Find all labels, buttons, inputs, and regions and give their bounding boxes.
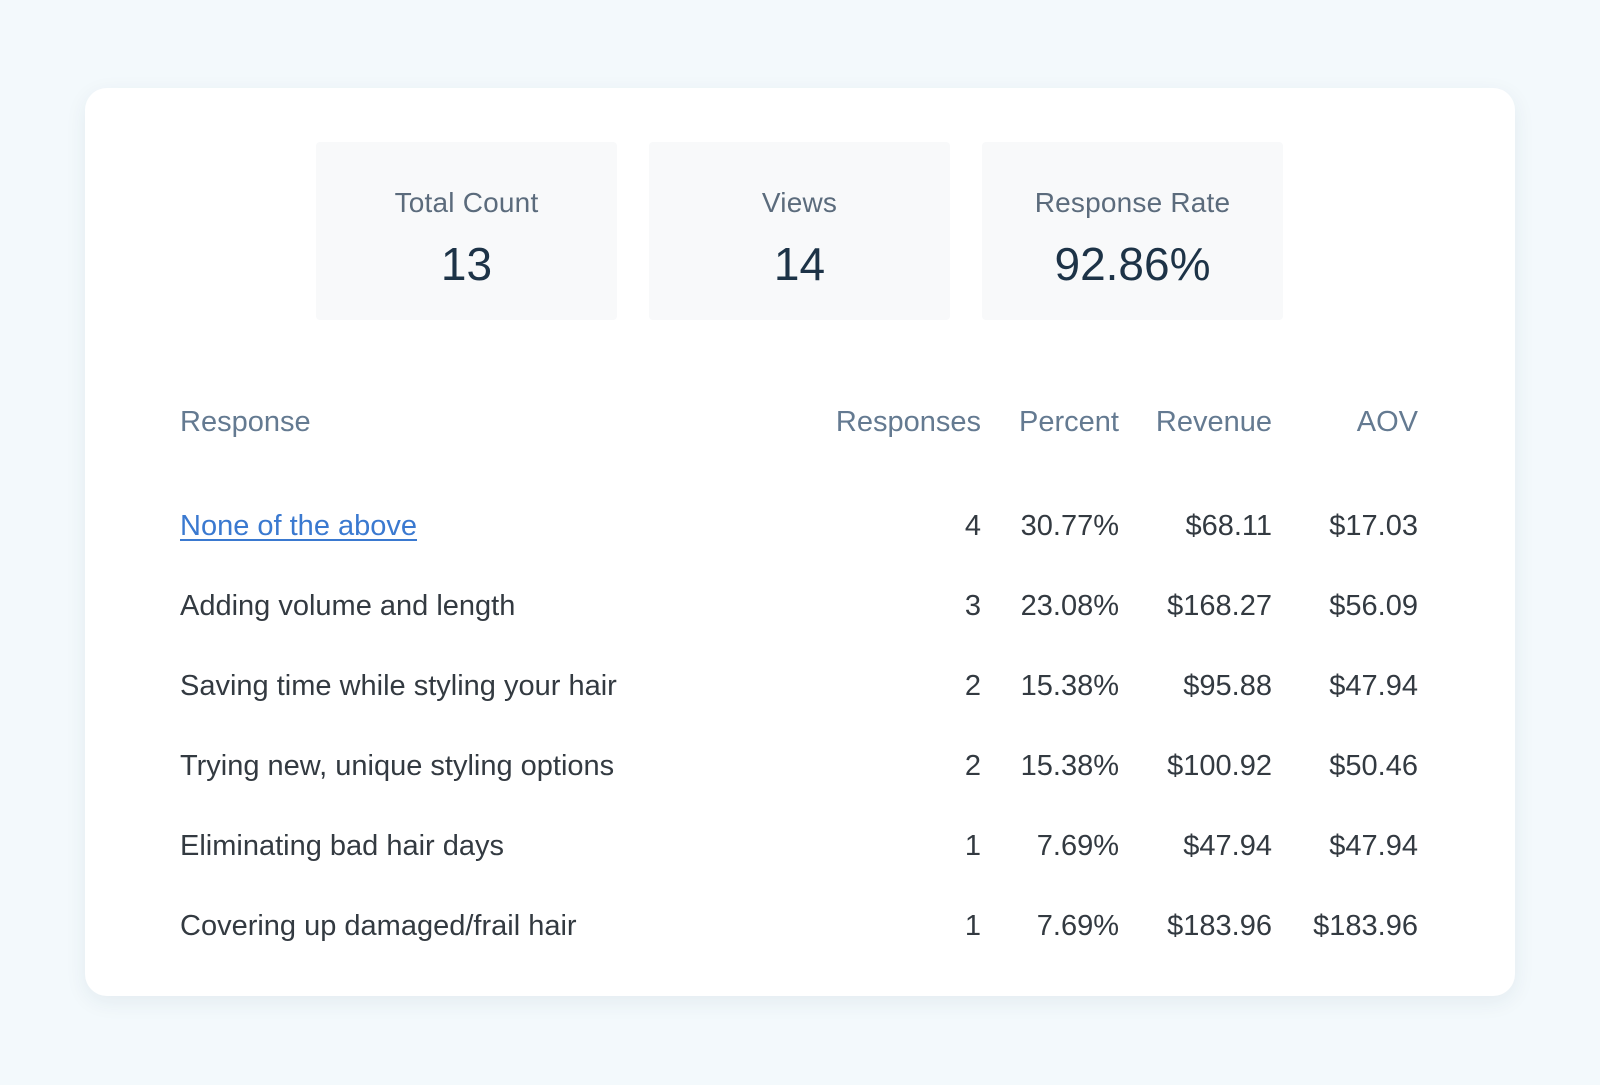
cell-percent: 15.38% xyxy=(1020,749,1119,782)
stat-value: 13 xyxy=(440,238,493,290)
cell-percent: 7.69% xyxy=(1036,909,1119,942)
table-row: Adding volume and length 3 23.08% $168.2… xyxy=(180,566,1418,646)
stat-label: Views xyxy=(761,187,838,218)
cell-aov: $183.96 xyxy=(1313,909,1418,942)
cell-count: 2 xyxy=(964,749,981,782)
cell-aov: $56.09 xyxy=(1329,589,1418,622)
table-row: Trying new, unique styling options 2 15.… xyxy=(180,726,1418,806)
cell-count: 2 xyxy=(964,669,981,702)
table-row: Saving time while styling your hair 2 15… xyxy=(180,646,1418,726)
table-row: None of the above 4 30.77% $68.11 $17.03 xyxy=(180,466,1418,566)
cell-response: Saving time while styling your hair xyxy=(180,669,617,702)
response-link-none-of-the-above[interactable]: None of the above xyxy=(180,509,418,542)
table-row: Eliminating bad hair days 1 7.69% $47.94… xyxy=(180,806,1418,886)
cell-count: 3 xyxy=(964,589,981,622)
cell-response: Eliminating bad hair days xyxy=(180,829,505,862)
table-row: Covering up damaged/frail hair 1 7.69% $… xyxy=(180,886,1418,966)
cell-aov: $47.94 xyxy=(1329,829,1418,862)
table-header-row: Response Responses Percent Revenue AOV xyxy=(180,378,1418,466)
cell-aov: $17.03 xyxy=(1329,509,1418,542)
stat-response-rate: Response Rate 92.86% xyxy=(982,142,1283,320)
responses-table: Response Responses Percent Revenue AOV N… xyxy=(180,378,1418,966)
cell-response: Adding volume and length xyxy=(180,589,516,622)
cell-revenue: $68.11 xyxy=(1185,509,1272,542)
cell-response: Covering up damaged/frail hair xyxy=(180,909,577,942)
stat-label: Response Rate xyxy=(1034,187,1231,218)
cell-percent: 7.69% xyxy=(1036,829,1119,862)
survey-results-card: Total Count 13 Views 14 Response Rate 92… xyxy=(85,88,1515,996)
cell-aov: $50.46 xyxy=(1329,749,1418,782)
header-percent: Percent xyxy=(1019,405,1119,438)
cell-aov: $47.94 xyxy=(1329,669,1418,702)
header-revenue: Revenue xyxy=(1155,405,1272,438)
cell-response: Trying new, unique styling options xyxy=(180,749,615,782)
cell-revenue: $95.88 xyxy=(1183,669,1272,702)
stat-total-count: Total Count 13 xyxy=(316,142,617,320)
stat-value: 14 xyxy=(773,238,826,290)
cell-revenue: $183.96 xyxy=(1167,909,1272,942)
stats-row: Total Count 13 Views 14 Response Rate 92… xyxy=(316,142,1283,320)
cell-revenue: $47.94 xyxy=(1183,829,1272,862)
stat-label: Total Count xyxy=(394,187,539,218)
cell-revenue: $168.27 xyxy=(1167,589,1272,622)
cell-response: None of the above xyxy=(180,466,821,566)
cell-percent: 23.08% xyxy=(1020,589,1119,622)
cell-percent: 15.38% xyxy=(1020,669,1119,702)
header-response: Response xyxy=(180,405,311,438)
stat-views: Views 14 xyxy=(649,142,950,320)
header-aov: AOV xyxy=(1356,405,1418,438)
cell-percent: 30.77% xyxy=(1020,509,1119,542)
cell-revenue: $100.92 xyxy=(1167,749,1272,782)
header-responses: Responses xyxy=(835,405,981,438)
stat-value: 92.86% xyxy=(1054,238,1211,290)
cell-count: 4 xyxy=(964,509,981,542)
cell-count: 1 xyxy=(964,909,981,942)
cell-count: 1 xyxy=(964,829,981,862)
